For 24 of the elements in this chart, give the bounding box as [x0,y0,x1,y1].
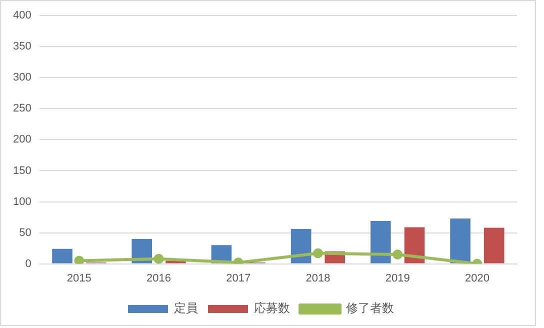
x-tick-label: 2015 [66,272,92,284]
y-tick-label: 300 [12,72,32,84]
y-tick-label: 50 [19,226,32,239]
bar [290,229,312,264]
bar [52,248,72,264]
y-tick-label: 0 [25,258,32,270]
y-tick-label: 200 [12,134,32,146]
y-tick-label: 250 [12,102,32,115]
y-tick-label: 400 [12,10,32,22]
bar [450,218,470,264]
x-tick-label: 2016 [146,272,172,284]
legend-label: 修了者数 [346,301,394,316]
x-tick-label: 2019 [385,272,410,284]
bar [484,228,504,264]
bar [370,220,391,264]
legend-label: 定員 [174,301,198,316]
y-tick-label: 150 [12,164,32,177]
y-tick-label: 100 [12,196,32,208]
x-tick-label: 2017 [226,272,251,284]
x-tick-label: 2018 [306,272,330,284]
bar [404,227,425,264]
x-tick-label: 2020 [464,272,490,284]
legend-label: 応募数 [254,301,290,316]
y-tick-label: 350 [12,40,32,53]
